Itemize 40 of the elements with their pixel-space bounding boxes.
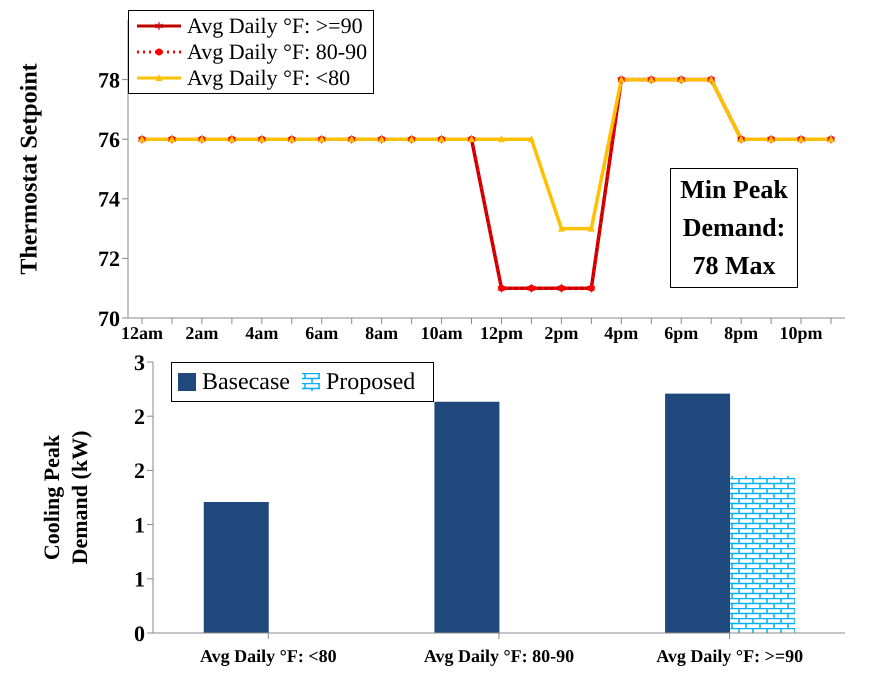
- x-tick-label: 12am: [121, 322, 163, 343]
- x-tick-label: 6pm: [664, 322, 698, 343]
- x-tick-label: 8pm: [724, 322, 758, 343]
- legend-label: Proposed: [326, 368, 416, 397]
- legend-label: Avg Daily °F: <80: [187, 65, 350, 91]
- x-tick-label: Avg Daily °F: <80: [200, 646, 337, 666]
- y-tick-label: 76: [98, 127, 120, 152]
- y-tick-label: 74: [98, 186, 120, 212]
- legend-label: Avg Daily °F: 80-90: [187, 39, 368, 65]
- y-tick-label: 2: [134, 458, 145, 484]
- bar: [730, 476, 796, 633]
- x-tick-label: 10pm: [780, 322, 823, 343]
- y-tick-label: 1: [134, 512, 145, 538]
- y-tick-label: 2: [134, 404, 145, 430]
- annotation: Min Peak Demand: 78 Max: [670, 168, 798, 288]
- y-tick-label: 1: [134, 566, 145, 592]
- y-tick-label: 0: [134, 620, 145, 646]
- x-tick-label: 2pm: [544, 322, 578, 343]
- x-tick-label: 10am: [420, 322, 463, 343]
- x-tick-label: Avg Daily °F: 80-90: [424, 646, 574, 666]
- x-tick-label: 4pm: [604, 322, 638, 343]
- y-tick-label: 72: [98, 246, 120, 272]
- x-tick-label: Avg Daily °F: >=90: [656, 646, 804, 666]
- legend-label: Basecase: [202, 368, 290, 397]
- x-tick-label: 8am: [365, 322, 398, 343]
- y-tick-label: 3: [134, 350, 145, 375]
- y-tick-label: 78: [98, 67, 120, 92]
- bar: [434, 402, 500, 633]
- x-tick-label: 2am: [185, 322, 218, 343]
- x-tick-label: 6am: [305, 322, 338, 343]
- x-tick-label: 4am: [245, 322, 278, 343]
- bar: [204, 502, 269, 633]
- point: [528, 135, 535, 142]
- point: [498, 135, 505, 142]
- y-axis-title: Cooling Peak Demand (kW): [39, 430, 92, 564]
- y-axis-title: Thermostat Setpoint: [16, 63, 43, 275]
- legend-label: Avg Daily °F: >=90: [187, 13, 363, 39]
- y-tick-label: 70: [98, 306, 120, 331]
- bar: [665, 394, 730, 633]
- x-tick-label: 12pm: [480, 322, 523, 343]
